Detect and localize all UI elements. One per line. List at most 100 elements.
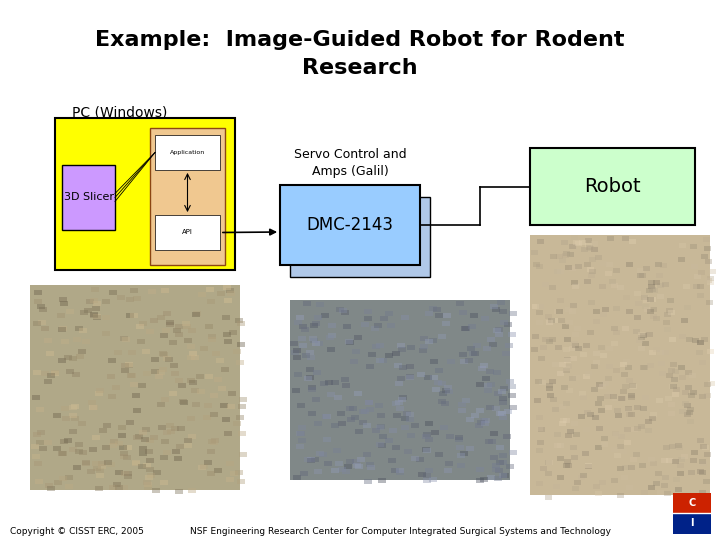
Bar [290,197,430,277]
Bar [628,413,635,417]
Bar [114,441,122,446]
Bar [549,285,557,290]
Bar [639,346,645,350]
Bar [573,284,580,288]
Bar [350,359,359,364]
Bar [198,292,206,297]
Bar [649,307,657,313]
Text: PC (Windows): PC (Windows) [72,105,168,119]
Bar [547,393,554,397]
Bar [90,298,98,302]
Bar [472,351,480,356]
Bar [117,433,125,437]
Bar [319,451,327,457]
Bar [565,433,572,438]
Bar [37,430,45,435]
Bar [476,408,484,414]
Bar [205,325,213,329]
Bar [207,470,215,476]
Bar [662,320,670,325]
Bar [385,310,393,316]
Bar [618,396,625,401]
Bar [44,339,52,343]
Bar [204,403,212,408]
Bar [328,323,336,328]
Bar [462,326,469,331]
Bar [634,426,641,430]
Bar [439,390,447,396]
Bar [145,329,154,334]
Bar [312,321,320,326]
Bar [177,426,185,431]
Bar [598,346,605,350]
Bar [296,315,304,320]
Bar [148,289,156,294]
Bar [113,482,121,488]
Bar [378,477,386,483]
Bar [366,363,374,369]
Bar [120,368,129,373]
Bar [120,446,127,450]
Bar [73,465,81,470]
Bar [399,395,407,400]
Bar [53,413,60,418]
Bar [668,402,675,407]
Bar [593,484,600,489]
Bar [459,309,467,315]
Bar [685,403,691,408]
Bar [336,307,344,313]
Bar [139,321,147,326]
Bar [396,468,404,474]
Bar [698,285,704,289]
Bar [572,342,579,348]
Bar [557,443,564,448]
Bar [99,428,107,433]
Bar [606,376,612,381]
Bar [621,475,628,480]
Bar [582,451,588,456]
Bar [647,288,653,293]
Bar [209,439,217,444]
Bar [366,407,374,412]
Bar [402,411,410,416]
Bar [499,415,507,420]
Bar [667,410,675,416]
Bar [478,366,486,370]
Bar [395,400,403,405]
Bar [166,357,174,362]
Bar [343,323,351,329]
Bar [678,365,685,370]
Bar [494,476,502,481]
Bar [372,326,379,330]
Bar [133,296,141,301]
Bar [330,380,339,384]
Bar [315,341,323,346]
Bar [406,374,414,379]
Bar [505,380,513,384]
Bar [557,299,564,303]
Bar [686,337,693,342]
Bar [57,313,65,318]
Bar [125,363,132,368]
Bar [307,367,315,372]
Bar [425,437,433,442]
Bar [467,417,474,422]
Bar [595,445,602,450]
Bar [583,427,590,432]
Bar [647,285,654,289]
Bar [384,438,392,443]
Bar [628,393,635,397]
Bar [601,436,608,441]
Bar [169,340,177,346]
Bar [653,481,660,486]
Bar [684,412,691,417]
Bar [601,381,608,386]
Bar [669,444,675,449]
Bar [145,438,153,443]
Bar [326,335,334,341]
Bar [124,474,132,479]
Bar [233,349,241,354]
Bar [426,421,433,426]
Bar [166,423,174,428]
Bar [171,449,180,454]
